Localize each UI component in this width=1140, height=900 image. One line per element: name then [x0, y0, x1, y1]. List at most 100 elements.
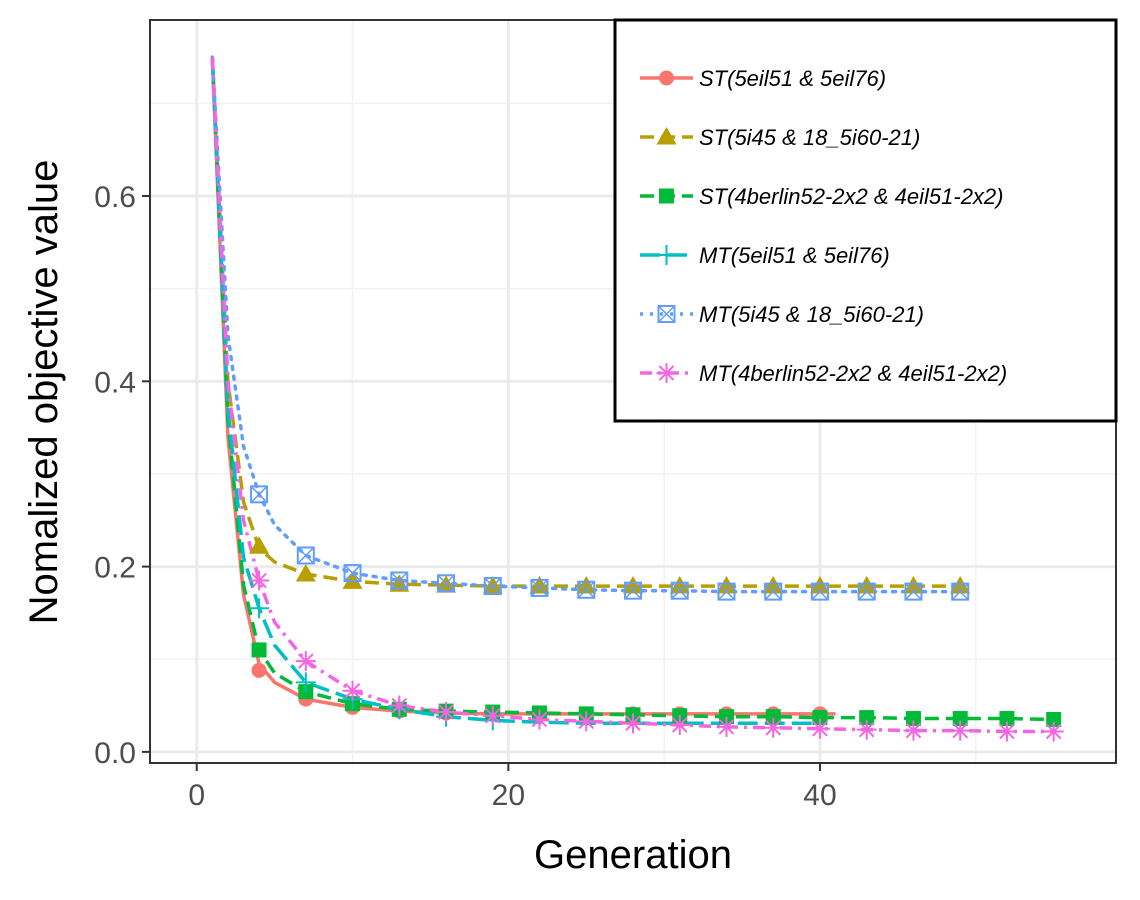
legend-label: MT(5i45 & 18_5i60-21) — [699, 302, 924, 327]
marker-asterisk-arm — [1045, 723, 1062, 740]
series-6-point — [529, 709, 550, 730]
series-2-point — [856, 576, 877, 594]
marker-triangle — [576, 576, 597, 594]
marker-box — [483, 577, 502, 596]
marker-asterisk-arm — [765, 720, 782, 736]
series-6-point — [576, 711, 597, 732]
series-2-point — [623, 576, 643, 594]
legend-key-marker — [656, 245, 677, 265]
series-line-3 — [210, 57, 1054, 722]
series-5-point — [857, 582, 876, 601]
marker-asterisk-arm — [251, 572, 267, 589]
y-tick-label: 0.6 — [94, 181, 136, 214]
series-6-point — [763, 717, 784, 738]
marker-cross-b — [484, 577, 502, 595]
legend-box — [613, 18, 1118, 423]
marker-asterisk-arm — [905, 722, 922, 739]
x-axis: 0 20 40 — [188, 763, 837, 812]
series-2-point — [669, 576, 690, 594]
marker-box — [250, 485, 269, 504]
series-2-point — [249, 536, 270, 554]
marker-asterisk-arm — [391, 697, 408, 714]
marker-triangle — [763, 576, 784, 594]
series-6-point — [623, 713, 643, 734]
marker-asterisk-arm — [812, 720, 828, 737]
marker-box — [904, 582, 923, 601]
marker-square — [812, 710, 828, 726]
marker-triangle — [950, 576, 971, 594]
series-line-6 — [210, 57, 1054, 734]
legend-key-marker — [657, 305, 676, 323]
legend-key-marker — [656, 363, 677, 383]
marker-cross-b — [530, 579, 549, 597]
marker-asterisk-arm — [438, 704, 454, 720]
marker-square — [251, 642, 267, 658]
series-5-point — [437, 574, 456, 593]
marker-square — [765, 709, 781, 725]
marker-square — [1046, 711, 1062, 727]
series-2-point — [482, 576, 503, 594]
series-2-point — [576, 576, 597, 594]
legend-label: ST(4berlin52-2x2 & 4eil51-2x2) — [699, 184, 1004, 209]
series-2-point — [295, 564, 316, 582]
legend: ST(5eil51 & 5eil76) ST(5i45 & 18_5i60-21)… — [613, 18, 1118, 423]
marker-cross-b — [577, 581, 595, 599]
marker-square — [952, 711, 968, 727]
series-6-point — [856, 719, 877, 740]
y-tick-label: 0.4 — [94, 366, 136, 399]
series-3-point — [905, 711, 921, 727]
marker-square — [905, 711, 921, 727]
y-tick-label: 0.2 — [94, 552, 136, 585]
legend-key-marker — [659, 70, 674, 86]
marker-box — [530, 578, 549, 597]
marker-asterisk-arm — [344, 682, 361, 699]
marker-box — [764, 582, 783, 601]
marker-square — [659, 188, 674, 204]
series-2-point — [903, 576, 924, 594]
marker-square — [859, 710, 875, 726]
marker-triangle — [482, 576, 503, 594]
series-6-point — [996, 721, 1017, 742]
marker-asterisk-arm — [625, 715, 641, 731]
markers-layer — [249, 485, 1064, 742]
marker-asterisk-arm — [531, 711, 548, 728]
marker-box — [343, 564, 362, 583]
marker-box — [951, 582, 970, 601]
marker-asterisk-arm — [671, 717, 688, 733]
legend-label: MT(4berlin52-2x2 & 4eil51-2x2) — [699, 361, 1007, 386]
marker-cross-b — [811, 583, 829, 601]
series-5-point — [624, 581, 642, 600]
series-2-point — [763, 576, 784, 594]
marker-triangle — [295, 564, 316, 582]
series-3-point — [765, 709, 781, 725]
series-6-point — [903, 720, 924, 741]
legend-label: ST(5i45 & 18_5i60-21) — [699, 125, 920, 150]
legend-key-marker — [656, 127, 677, 145]
marker-cross-b — [344, 564, 362, 582]
series-5-point — [577, 580, 596, 599]
marker-asterisk-arm — [658, 365, 675, 381]
marker-asterisk-arm — [578, 713, 595, 730]
x-tick-label: 0 — [188, 779, 205, 812]
marker-triangle — [249, 536, 270, 554]
series-6-point — [295, 651, 316, 672]
marker-box — [390, 571, 409, 590]
marker-triangle — [529, 576, 550, 594]
marker-asterisk-arm — [952, 722, 968, 739]
marker-cross-b — [671, 582, 689, 600]
marker-cross-b — [951, 583, 969, 601]
series-5-point — [390, 571, 409, 590]
series-5-point — [483, 577, 502, 596]
series-5-point — [343, 564, 362, 583]
marker-box — [577, 580, 596, 599]
marker-triangle — [669, 576, 690, 594]
series-2-point — [529, 576, 550, 594]
marker-triangle — [809, 576, 830, 594]
series-6-point — [436, 702, 457, 723]
series-5-point — [810, 582, 829, 601]
marker-cross-b — [717, 583, 736, 601]
x-axis-title: Generation — [534, 833, 732, 877]
marker-box — [810, 582, 829, 601]
y-axis-title: Nomalized objective value — [22, 160, 66, 625]
